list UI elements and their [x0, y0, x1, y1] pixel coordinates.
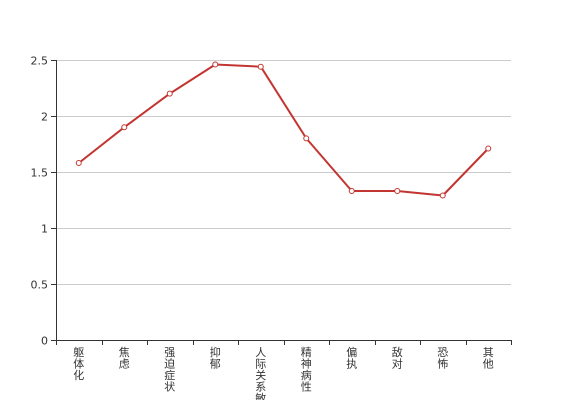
data-point[interactable]	[166, 90, 173, 97]
data-point[interactable]	[485, 145, 492, 152]
x-axis: 躯体化 焦虑 强迫症状 抑郁 人际关系敏感 精神病性 偏执 敌对 恐怖 其他	[56, 340, 512, 400]
data-point[interactable]	[394, 188, 401, 195]
y-tick-label: 0	[41, 335, 48, 348]
x-tick-label: 精神病性	[301, 346, 312, 394]
data-point[interactable]	[303, 135, 310, 142]
x-tick-label: 人际关系敏感	[255, 346, 266, 400]
data-point[interactable]	[212, 61, 219, 68]
data-point[interactable]	[257, 63, 264, 70]
y-tick-label: 1	[41, 223, 48, 236]
x-tick-label: 焦虑	[119, 346, 130, 371]
y-tick-label: 2.5	[31, 55, 49, 68]
data-point[interactable]	[75, 160, 82, 167]
x-tick-label: 恐怖	[437, 346, 448, 371]
data-point[interactable]	[121, 124, 128, 131]
series-layer	[75, 61, 492, 199]
x-tick-label: 其他	[483, 346, 494, 371]
x-tick-label: 抑郁	[210, 345, 221, 371]
grid-lines	[56, 60, 511, 285]
y-tick-label: 2	[41, 111, 48, 124]
x-tick-label: 敌对	[392, 345, 403, 371]
y-axis: 0 0.5 1 1.5 2 2.5	[31, 55, 57, 348]
data-point[interactable]	[439, 192, 446, 199]
x-tick-label: 躯体化	[73, 346, 84, 382]
x-tick-label: 偏执	[346, 345, 357, 371]
x-tick-label: 强迫症状	[164, 346, 175, 394]
data-point[interactable]	[348, 188, 355, 195]
y-tick-label: 0.5	[31, 279, 49, 292]
y-tick-label: 1.5	[31, 167, 49, 180]
series-line	[78, 63, 490, 197]
